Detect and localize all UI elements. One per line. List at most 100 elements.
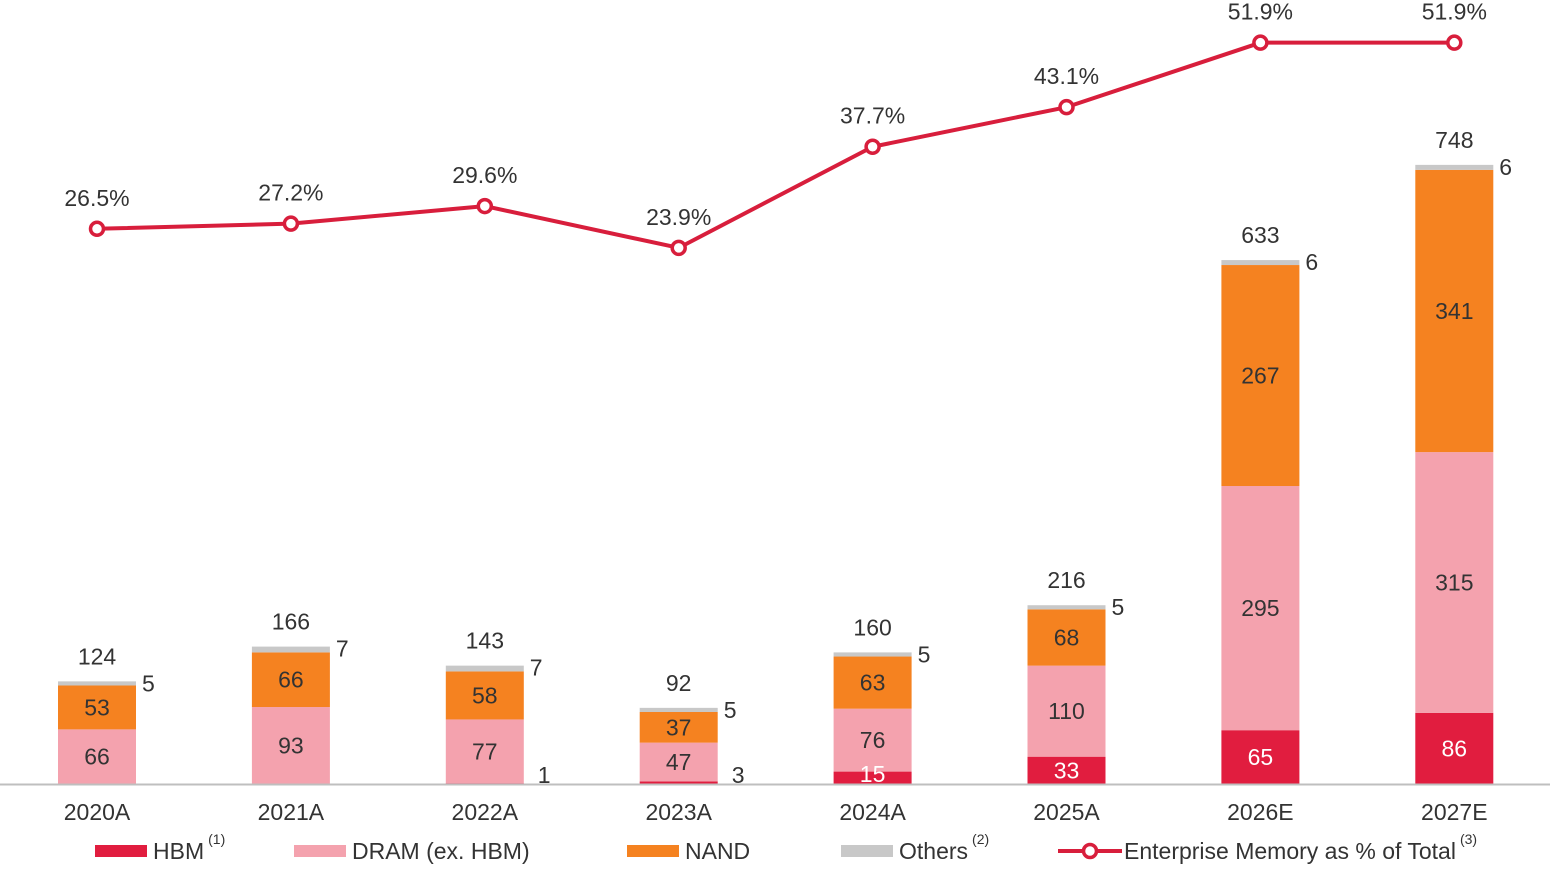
bar-nand-2022a [445,671,524,720]
line-point-2027e [1446,34,1463,51]
legend-item-enterprise-share: Enterprise Memory as % of Total (3) [1058,831,1477,870]
bar-dram-ex-hbm-2022a [445,719,524,784]
bar-others-2024a [833,652,912,657]
chart-legend: HBM (1) DRAM (ex. HBM) NAND Others (2) E… [0,831,1550,870]
bar-hbm-2024a [833,771,912,784]
total-label-2021a: 166 [272,609,310,635]
label-nand-2021a: 66 [278,667,304,693]
line-label-2025a: 43.1% [1034,63,1099,89]
legend-label-others: Others [899,837,969,864]
x-tick-label-2026e: 2026E [1227,799,1294,825]
line-label-2023a: 23.9% [646,204,711,230]
x-tick-label-2022a: 2022A [452,799,519,825]
enterprise-share-line [96,40,1455,250]
label-nand-2020a: 53 [84,694,110,720]
label-hbm-2027e: 86 [1442,735,1468,761]
legend-item-hbm: HBM (1) [95,831,226,870]
label-nand-2023a: 37 [666,714,692,740]
bar-dram-ex-hbm-2025a [1027,665,1106,757]
legend-label-hbm: HBM [153,837,205,864]
line-label-2027e: 51.9% [1422,0,1487,25]
label-dram-ex-hbm-2021a: 93 [278,733,304,759]
total-label-2023a: 92 [666,670,692,696]
label-dram-ex-hbm-2023a: 47 [666,749,692,775]
x-tick-label-2023a: 2023A [645,799,712,825]
label-nand-2027e: 341 [1435,298,1473,324]
x-tick-label-2027e: 2027E [1421,799,1488,825]
legend-label-nand: NAND [685,837,751,864]
label-others-2021a: 7 [336,636,349,662]
label-dram-ex-hbm-2022a: 77 [472,738,498,764]
x-tick-label-2025a: 2025A [1033,799,1100,825]
line-point-2023a [670,239,687,257]
label-nand-2022a: 58 [472,682,498,708]
bar-others-2021a [251,646,330,653]
total-label-2025a: 216 [1047,567,1085,593]
x-tick-label-2020a: 2020A [64,799,131,825]
label-dram-ex-hbm-2027e: 315 [1435,569,1473,595]
bar-dram-ex-hbm-2027e [1415,452,1494,713]
bar-others-2025a [1027,605,1106,610]
label-nand-2024a: 63 [860,670,886,696]
bar-others-2027e [1415,164,1494,170]
label-others-2027e: 6 [1499,154,1512,180]
label-others-2022a: 7 [530,655,543,681]
line-label-2020a: 26.5% [64,185,129,211]
total-label-2027e: 748 [1435,127,1473,153]
label-nand-2025a: 68 [1054,624,1080,650]
bar-nand-2026e [1221,265,1300,487]
legend-note-hbm: (1) [208,831,226,847]
x-tick-label-2024a: 2024A [839,799,906,825]
x-tick-label-2021a: 2021A [258,799,325,825]
line-point-2020a [88,220,106,238]
bar-others-2023a [639,707,718,712]
label-hbm-2025a: 33 [1054,757,1080,783]
bar-others-2022a [445,665,524,672]
label-hbm-2026e: 65 [1248,744,1274,770]
label-others-2023a: 5 [724,697,737,723]
bar-hbm-2026e [1221,730,1300,784]
legend-swatch-line [1058,842,1122,860]
legend-swatch-hbm [95,845,147,857]
legend-swatch-nand [627,845,679,857]
label-dram-ex-hbm-2020a: 66 [84,744,110,770]
line-point-2025a [1058,98,1075,116]
total-label-2026e: 633 [1241,222,1279,248]
label-hbm-2022a: 1 [538,762,551,788]
line-label-2021a: 27.2% [258,180,323,206]
bar-others-2020a [58,681,136,686]
legend-item-nand: NAND [627,832,750,870]
bar-nand-2027e [1415,169,1494,453]
bar-dram-ex-hbm-2023a [639,742,718,782]
legend-swatch-others [841,845,893,857]
bar-nand-2023a [639,711,718,743]
bar-dram-ex-hbm-2024a [833,708,912,772]
bar-nand-2021a [251,652,330,708]
legend-item-others: Others (2) [841,831,989,870]
label-dram-ex-hbm-2024a: 76 [860,727,886,753]
bar-nand-2020a [58,685,136,730]
legend-swatch-dram [294,845,346,857]
line-label-2022a: 29.6% [452,162,517,188]
label-others-2026e: 6 [1305,249,1318,275]
line-point-2022a [476,197,494,215]
line-point-2021a [282,215,300,232]
legend-label-dram: DRAM (ex. HBM) [352,837,530,864]
bar-hbm-2025a [1027,756,1106,784]
bar-hbm-2023a [639,781,718,784]
total-label-2024a: 160 [853,614,891,640]
label-others-2024a: 5 [918,641,931,667]
line-label-2026e: 51.9% [1228,0,1293,25]
line-point-2024a [864,138,881,155]
line-point-2026e [1252,34,1269,51]
stacked-bar-line-chart: 665351242020A936671662021A1775871432022A… [0,0,1550,825]
legend-label-enterprise-share: Enterprise Memory as % of Total [1124,837,1456,864]
label-others-2020a: 5 [142,670,155,696]
label-nand-2026e: 267 [1241,363,1279,389]
label-others-2025a: 5 [1112,594,1125,620]
line-label-2024a: 37.7% [840,103,905,129]
label-dram-ex-hbm-2026e: 295 [1241,595,1279,621]
bar-nand-2025a [1027,609,1106,666]
total-label-2020a: 124 [78,643,117,669]
legend-item-dram: DRAM (ex. HBM) [294,832,530,870]
